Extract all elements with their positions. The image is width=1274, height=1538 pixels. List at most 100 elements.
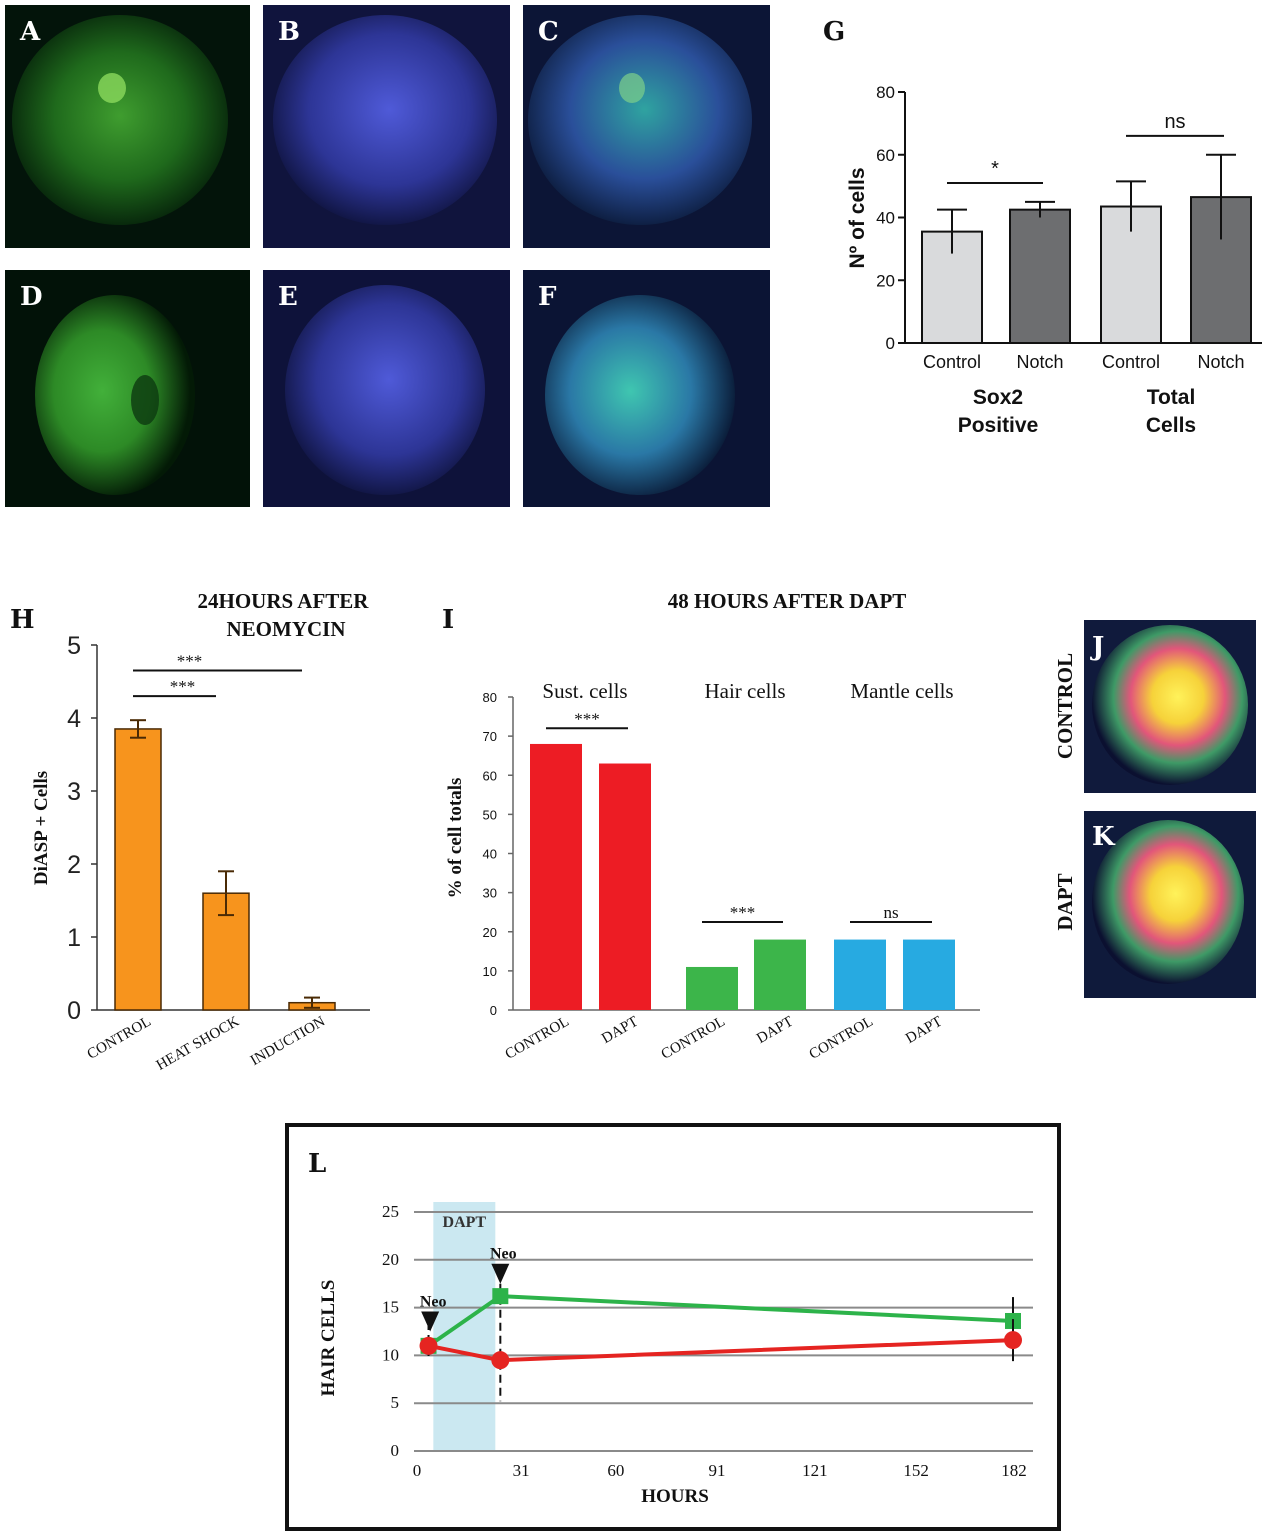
h-y-label: DiASP + Cells: [31, 771, 52, 885]
i-y-tick-label: 20: [483, 925, 497, 940]
micrograph-j: J CONTROL: [1053, 620, 1256, 793]
l-neo-arrow: [421, 1311, 440, 1332]
i-significance-label: ***: [730, 903, 756, 922]
i-y-tick-label: 30: [483, 886, 497, 901]
micrograph-f-letter: F: [538, 282, 557, 312]
i-category-label: DAPT: [754, 1014, 796, 1047]
h-category-label: INDUCTION: [248, 1014, 328, 1070]
g-category-label: Control: [1102, 352, 1160, 372]
i-bar: [834, 939, 886, 1010]
i-category-label: CONTROL: [659, 1014, 728, 1063]
l-x-tick-label: 91: [709, 1461, 726, 1480]
micrograph-k-side-label: DAPT: [1053, 873, 1077, 930]
l-point: [492, 1288, 509, 1305]
l-neo-arrow: [491, 1263, 510, 1284]
chart-i: 0 10 20 30 40 50 60 70 80 % of cell totals 48 HOUR…: [445, 589, 980, 1063]
l-point: [419, 1336, 438, 1355]
g-bar: [1009, 208, 1071, 344]
l-x-tick-label: 152: [903, 1461, 929, 1480]
chart-g: 0 20 40 60 80 Nº of cells Control Notch Control N…: [846, 83, 1262, 437]
g-group-label: Cells: [1146, 414, 1196, 437]
micrograph-c: C: [523, 5, 770, 248]
micrograph-j-letter: J: [1090, 632, 1104, 662]
l-x-tick-label: 182: [1001, 1461, 1027, 1480]
l-x-label: HOURS: [641, 1486, 709, 1507]
i-bar: [599, 763, 651, 1010]
g-group-label: Positive: [958, 414, 1039, 437]
l-series-line: [428, 1338, 1014, 1363]
chart-l-frame: [285, 1123, 1061, 1531]
micrograph-j-side-label: CONTROL: [1053, 653, 1077, 759]
l-point: [1004, 1331, 1022, 1350]
micrograph-a: A: [5, 5, 250, 248]
micrograph-b: B: [263, 5, 510, 248]
l-y-tick-label: 5: [391, 1393, 400, 1412]
h-category-label: HEAT SHOCK: [154, 1014, 242, 1074]
micrograph-k-letter: K: [1092, 822, 1116, 852]
micrograph-e: E: [263, 270, 510, 507]
i-y-tick-label: 0: [490, 1003, 497, 1018]
micrograph-e-letter: E: [278, 282, 298, 312]
micrograph-c-letter: C: [538, 17, 559, 47]
h-title: NEOMYCIN: [227, 617, 346, 641]
l-x-tick-label: 60: [607, 1461, 624, 1480]
micrograph-b-letter: B: [278, 17, 300, 47]
micrograph-d-letter: D: [20, 282, 43, 312]
l-y-tick-label: 25: [382, 1202, 399, 1221]
l-neo-label: Neo: [420, 1294, 447, 1311]
micrograph-k: K DAPT: [1053, 811, 1256, 998]
g-group-label: Total: [1147, 386, 1196, 409]
h-category-label: CONTROL: [85, 1014, 154, 1063]
g-group-label: Sox2: [973, 386, 1023, 409]
micrograph-a-letter: A: [19, 17, 41, 47]
g-y-tick-label: 20: [876, 271, 895, 290]
h-y-tick-label: 2: [67, 851, 81, 879]
i-category-label: CONTROL: [807, 1014, 876, 1063]
l-point: [491, 1351, 510, 1370]
g-significance-label: ns: [1164, 111, 1185, 133]
h-y-tick-label: 0: [67, 997, 81, 1025]
h-significance-label: ***: [170, 677, 196, 696]
panel-letter-g: G: [823, 17, 845, 47]
l-y-tick-label: 10: [382, 1345, 399, 1364]
g-y-tick-label: 60: [876, 146, 895, 165]
chart-h: 0 1 2 3 4 5 DiASP + Cells 24HOURS AFTER NEOMYCIN…: [31, 589, 370, 1074]
l-y-tick-label: 20: [382, 1250, 399, 1269]
l-neo-label: Neo: [490, 1246, 517, 1263]
micrograph-d: D: [5, 270, 250, 507]
i-category-label: DAPT: [599, 1014, 641, 1047]
micrograph-f: F: [523, 270, 770, 507]
g-significance-label: *: [991, 158, 999, 180]
i-group-label: Hair cells: [704, 679, 785, 703]
h-significance-label: ***: [177, 652, 203, 671]
i-y-tick-label: 50: [483, 807, 497, 822]
h-y-tick-label: 5: [67, 632, 81, 660]
l-y-tick-label: 15: [382, 1298, 399, 1317]
i-category-label: DAPT: [903, 1014, 945, 1047]
l-y-label: HAIR CELLS: [318, 1280, 339, 1397]
l-dapt-region: [433, 1202, 496, 1451]
h-y-tick-label: 3: [67, 778, 81, 806]
g-y-tick-label: 0: [886, 334, 895, 353]
g-y-label: Nº of cells: [846, 167, 869, 268]
i-bar: [903, 939, 955, 1010]
chart-l: DAPT 0 5 10 15 20 25 0 31 60 91 121 152 182 HOURS HAIR …: [285, 1123, 1061, 1531]
g-category-label: Notch: [1016, 352, 1063, 372]
h-y-tick-label: 4: [67, 705, 81, 733]
i-y-tick-label: 10: [483, 964, 497, 979]
i-group-label: Sust. cells: [542, 679, 627, 703]
g-y-tick-label: 80: [876, 83, 895, 102]
i-y-tick-label: 40: [483, 847, 497, 862]
i-significance-label: ns: [883, 903, 898, 922]
i-y-label: % of cell totals: [445, 778, 466, 899]
l-x-tick-label: 121: [802, 1461, 828, 1480]
i-y-tick-label: 60: [483, 768, 497, 783]
l-series-line: [427, 1294, 1014, 1348]
h-y-tick-label: 1: [67, 924, 81, 952]
i-bar: [686, 966, 738, 1010]
i-category-label: CONTROL: [503, 1014, 572, 1063]
h-title: 24HOURS AFTER: [198, 589, 370, 613]
i-bar: [530, 743, 582, 1010]
panel-letter-h: H: [10, 605, 35, 635]
panel-letter-l: L: [308, 1149, 326, 1179]
